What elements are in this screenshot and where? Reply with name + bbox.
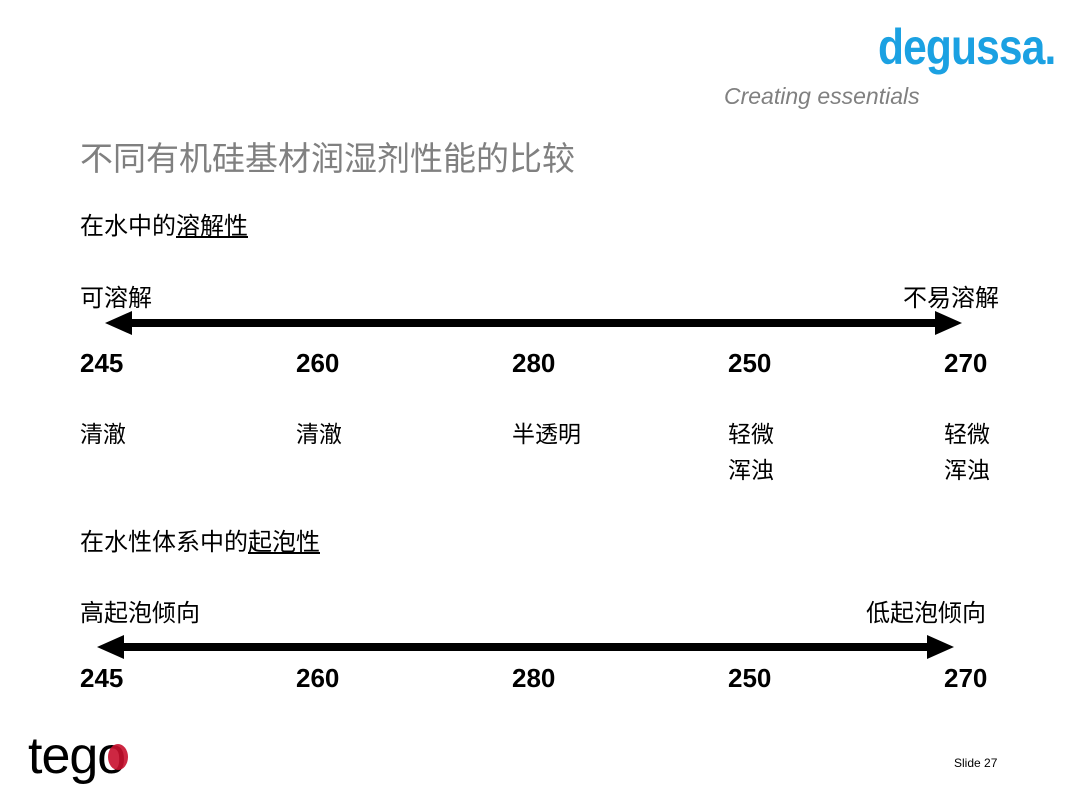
appearance-label: 浑浊 xyxy=(944,458,990,484)
scale-value: 280 xyxy=(512,348,556,378)
right-label: 低起泡倾向 xyxy=(866,599,986,627)
section1-heading: 在水中的溶解性 xyxy=(80,206,248,241)
left-label: 高起泡倾向 xyxy=(80,599,200,627)
section2-heading: 在水性体系中的起泡性 xyxy=(80,522,320,557)
appearance-label: 轻微 xyxy=(944,422,990,448)
scale-value: 280 xyxy=(512,663,556,693)
scale-value: 260 xyxy=(296,663,340,693)
left-label: 可溶解 xyxy=(80,284,152,312)
appearance-label: 轻微 xyxy=(728,422,774,448)
scale-value: 270 xyxy=(944,663,988,693)
heading-underlined: 溶解性 xyxy=(176,212,248,240)
scale-value: 250 xyxy=(728,348,772,378)
heading-text: 在水性体系中的 xyxy=(80,528,248,556)
scale-value: 245 xyxy=(80,663,124,693)
degussa-logo: degussa. xyxy=(878,19,1056,75)
scale-value: 250 xyxy=(728,663,772,693)
heading-text: 在水中的 xyxy=(80,212,176,240)
appearance-label: 半透明 xyxy=(512,422,581,448)
right-label: 不易溶解 xyxy=(903,284,999,312)
heading-underlined: 起泡性 xyxy=(248,528,320,556)
scale-value: 245 xyxy=(80,348,124,378)
appearance-label: 清澈 xyxy=(296,422,342,448)
appearance-label: 浑浊 xyxy=(728,458,774,484)
scale-value: 260 xyxy=(296,348,340,378)
tagline: Creating essentials xyxy=(724,83,920,109)
double-arrow xyxy=(105,311,962,335)
slide-number: Slide 27 xyxy=(954,756,998,770)
page-title: 不同有机硅基材润湿剂性能的比较 xyxy=(80,139,575,178)
tego-logo: tego xyxy=(28,726,128,786)
appearance-label: 清澈 xyxy=(80,422,126,448)
double-arrow xyxy=(97,635,954,659)
scale-value: 270 xyxy=(944,348,988,378)
